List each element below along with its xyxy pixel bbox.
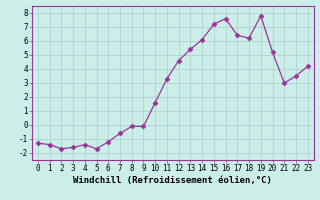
X-axis label: Windchill (Refroidissement éolien,°C): Windchill (Refroidissement éolien,°C) (73, 176, 272, 185)
